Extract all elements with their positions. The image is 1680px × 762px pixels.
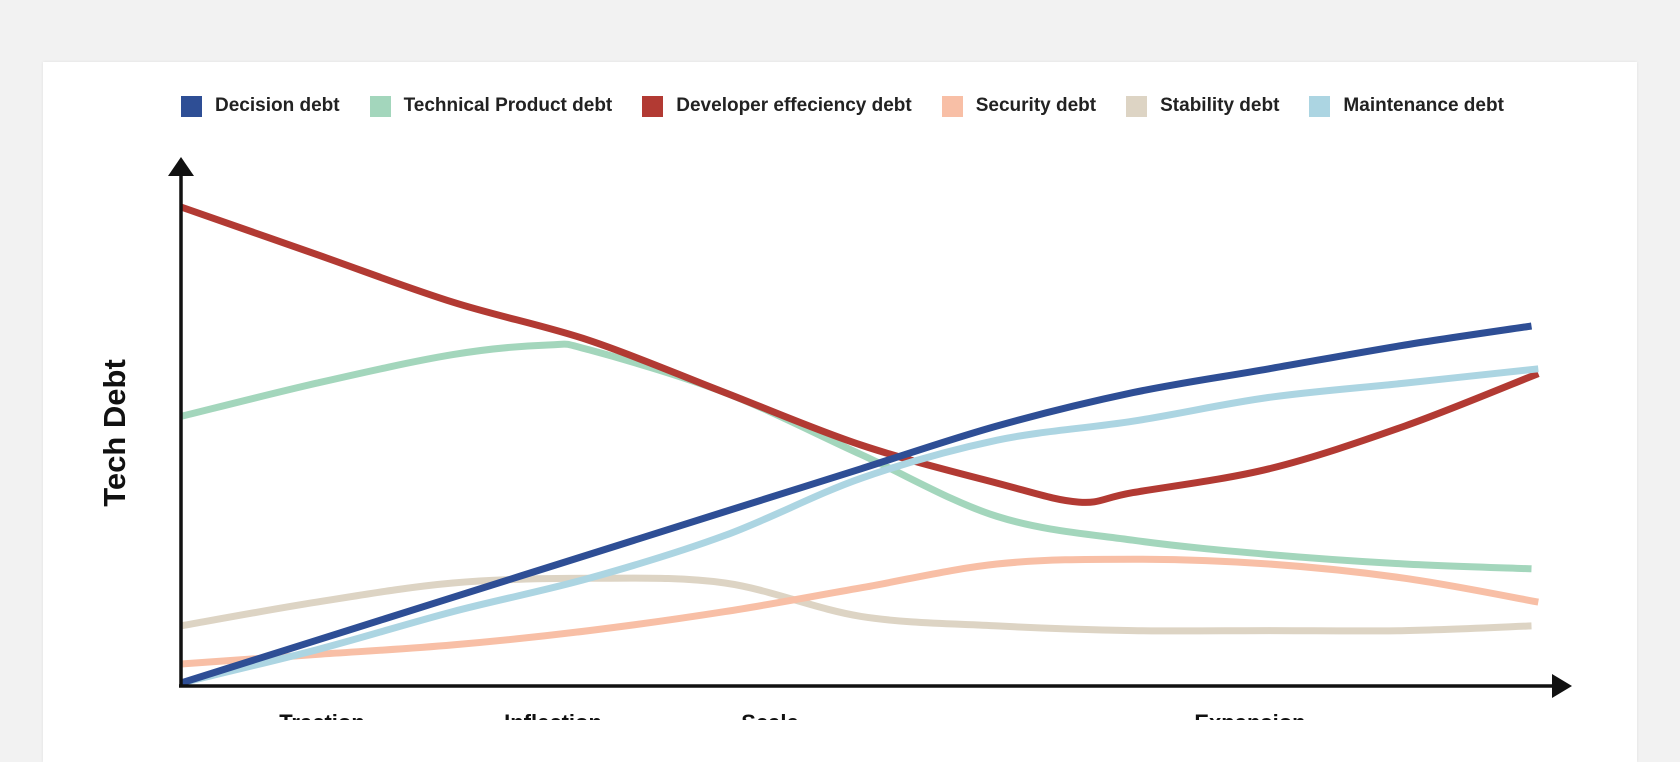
legend-swatch	[1126, 95, 1148, 117]
x-category-labels: Traction Inflection Scale Expansion	[279, 710, 1305, 720]
y-axis-arrow	[168, 157, 194, 176]
x-category-label: Scale	[741, 710, 799, 720]
series-line-developer-effeciency-debt	[179, 203, 1540, 506]
legend-swatch	[181, 95, 202, 117]
legend-swatch	[642, 95, 664, 117]
series-line-technical-product-debt	[180, 340, 1532, 573]
legend-swatch	[1309, 95, 1331, 117]
legend-item: Technical Product debt	[369, 95, 613, 117]
legend-label: Maintenance debt	[1343, 95, 1504, 116]
series-line-decision-debt	[179, 322, 1533, 687]
legend: Decision debt Technical Product debt Devel…	[181, 94, 1504, 118]
legend-item: Maintenance debt	[1309, 95, 1504, 117]
x-category-label: Expansion	[1194, 710, 1305, 720]
legend-label: Decision debt	[215, 95, 340, 116]
legend-item: Decision debt	[181, 95, 340, 117]
x-category-label: Traction	[279, 710, 365, 720]
legend-label: Developer effeciency debt	[676, 95, 912, 116]
y-axis-label: Tech Debt	[97, 359, 132, 507]
chart-plot: Tech Debt Traction Inflection Scale Expansi…	[97, 157, 1572, 720]
legend-swatch	[941, 95, 963, 117]
legend-item: Security debt	[941, 95, 1097, 117]
x-axis-arrow	[1552, 674, 1572, 698]
legend-swatch	[369, 95, 391, 117]
legend-item: Developer effeciency debt	[642, 95, 912, 117]
legend-item: Stability debt	[1126, 95, 1279, 117]
series-line-stability-debt	[180, 574, 1532, 635]
legend-label: Security debt	[975, 95, 1097, 116]
legend-label: Technical Product debt	[403, 95, 613, 116]
legend-label: Stability debt	[1160, 95, 1280, 116]
series-layer	[179, 203, 1540, 687]
series-line-maintenance-debt	[180, 365, 1539, 687]
x-category-label: Inflection	[504, 710, 602, 720]
series-line-security-debt	[180, 555, 1539, 668]
